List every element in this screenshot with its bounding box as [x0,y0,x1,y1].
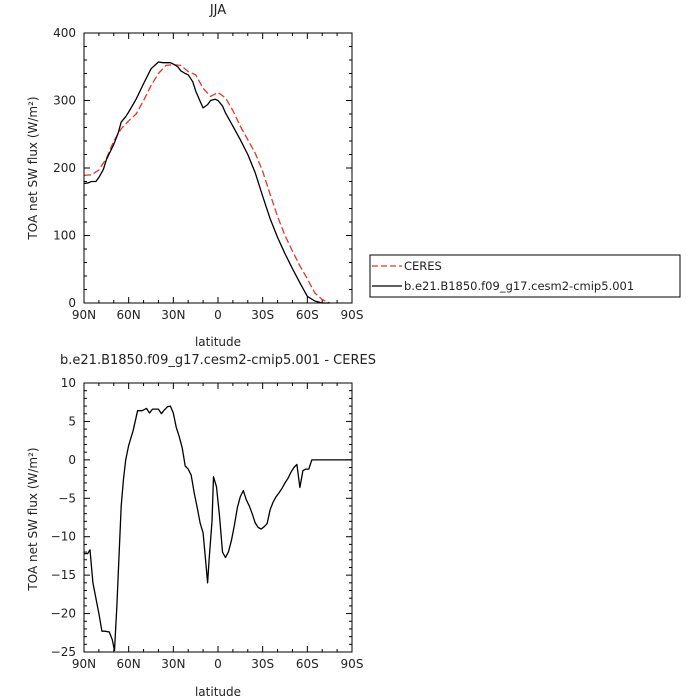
bottom-series-line-0 [84,405,352,652]
top-series-line-1 [83,61,330,304]
legend-label-ceres: CERES [404,259,442,273]
top-y-tick-label: 100 [53,229,76,243]
legend: CERES b.e21.B1850.f09_g17.cesm2-cmip5.00… [369,254,681,298]
bottom-x-tick-label: 30N [161,657,185,671]
bottom-title: b.e21.B1850.f09_g17.cesm2-cmip5.001 - CE… [60,353,376,368]
legend-label-model: b.e21.B1850.f09_g17.cesm2-cmip5.001 [404,279,634,293]
bottom-y-tick-label: −5 [58,491,76,505]
top-x-tick-label: 30S [251,308,274,322]
top-y-tick-label: 200 [53,161,76,175]
top-series-line-0 [83,64,330,304]
top-panel: JJA 90N 60N 30N 0 30S 60S 90S 0 100 200 300 400 lat… [26,3,363,349]
bottom-y-tick-label: 0 [68,453,76,467]
bottom-y-tick-label: −25 [51,645,76,659]
top-plot-frame [83,32,353,304]
top-x-tick-label: 60N [117,308,141,322]
legend-box [369,254,681,298]
bottom-y-tick-label: −20 [51,607,76,621]
top-y-axis-label: TOA net SW flux (W/m²) [26,96,40,240]
top-title: JJA [209,3,226,18]
bottom-plot-area: 90N 60N 30N 0 30S 60S 90S −25 −20 −15 −10 −5 0 5 10 [51,376,364,671]
bottom-x-tick-label: 60S [296,657,319,671]
top-x-tick-label: 0 [214,308,222,322]
bottom-x-tick-label: 90S [341,657,364,671]
bottom-y-tick-label: −10 [51,530,76,544]
bottom-plot-frame [83,382,353,653]
bottom-x-tick-label: 90N [72,657,96,671]
bottom-x-tick-label: 0 [214,657,222,671]
bottom-y-axis-label: TOA net SW flux (W/m²) [26,447,40,591]
bottom-panel: b.e21.B1850.f09_g17.cesm2-cmip5.001 - CE… [26,353,376,699]
top-y-tick-label: 0 [68,296,76,310]
bottom-x-tick-label: 60N [117,657,141,671]
top-plot-area: 90N 60N 30N 0 30S 60S 90S 0 100 200 300 400 [53,26,363,322]
top-y-tick-label: 300 [53,94,76,108]
top-x-tick-label: 60S [296,308,319,322]
bottom-x-axis-label: latitude [195,685,241,699]
bottom-y-tick-label: 5 [68,414,76,428]
top-x-tick-label: 90N [72,308,96,322]
bottom-y-tick-label: −15 [51,568,76,582]
top-x-tick-label: 90S [341,308,364,322]
top-y-tick-label: 400 [53,26,76,40]
bottom-x-tick-label: 30S [251,657,274,671]
top-x-axis-label: latitude [195,335,241,349]
bottom-y-tick-label: 10 [61,376,76,390]
top-x-tick-label: 30N [161,308,185,322]
